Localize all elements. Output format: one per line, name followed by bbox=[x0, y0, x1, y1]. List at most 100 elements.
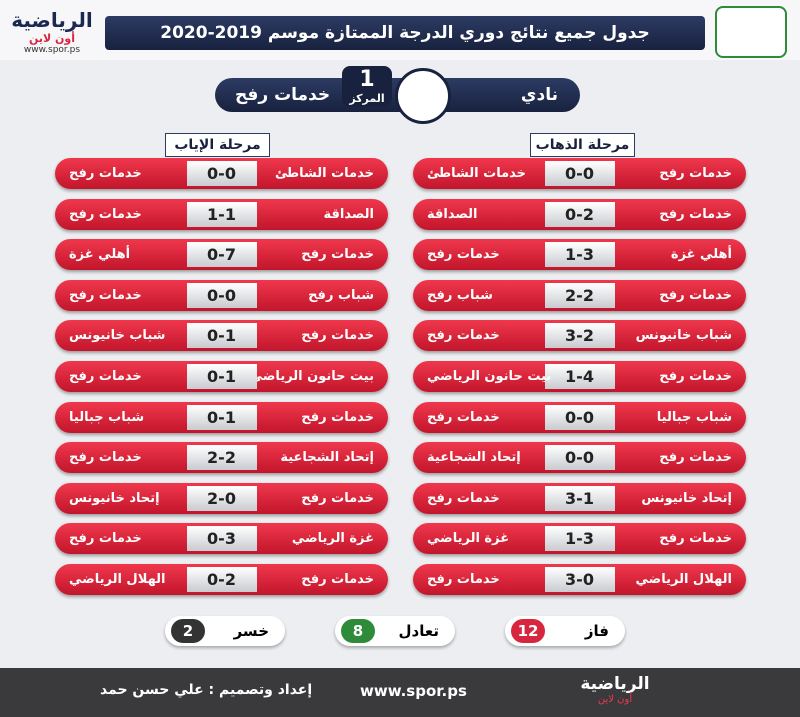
federation-logo bbox=[715, 6, 787, 58]
home-team: غزة الرياضي bbox=[291, 531, 374, 547]
summary-value: 2 bbox=[171, 619, 205, 643]
match-row: إتحاد الشجاعية 2-2 خدمات رفح bbox=[55, 442, 388, 474]
away-team: شباب خانيونس bbox=[69, 328, 166, 344]
score: 0-2 bbox=[544, 201, 615, 227]
away-team: الصداقة bbox=[427, 206, 478, 222]
away-team: بيت حانون الرياضي bbox=[427, 369, 552, 384]
home-team: خدمات رفح bbox=[301, 328, 374, 344]
match-row: خدمات الشاطئ 0-0 خدمات رفح bbox=[55, 158, 388, 189]
away-team: خدمات رفح bbox=[69, 369, 142, 384]
score: 2-2 bbox=[186, 445, 257, 471]
summary-label: فاز bbox=[584, 622, 609, 640]
footer-brand: الرياضية أون لاين bbox=[560, 674, 670, 705]
match-row: خدمات رفح 0-7 أهلي غزة bbox=[55, 239, 388, 271]
brand-logo: الرياضية أون لاين www.spor.ps bbox=[8, 8, 96, 55]
match-row: خدمات رفح 2-0 إتحاد خانيونس bbox=[55, 482, 388, 514]
score: 2-0 bbox=[186, 485, 257, 511]
home-team: بيت حانون الرياضي bbox=[249, 369, 374, 384]
match-row: الصداقة 1-1 خدمات رفح bbox=[55, 198, 388, 230]
match-row: أهلي غزة 1-3 خدمات رفح bbox=[413, 239, 746, 271]
score: 0-0 bbox=[544, 404, 615, 430]
away-team: خدمات رفح bbox=[427, 409, 500, 425]
home-team: خدمات رفح bbox=[659, 287, 732, 303]
match-row: خدمات رفح 2-2 شباب رفح bbox=[413, 279, 746, 311]
home-team: خدمات رفح bbox=[659, 166, 732, 181]
second-leg-title: مرحلة الإياب bbox=[165, 133, 270, 157]
home-team: خدمات رفح bbox=[301, 247, 374, 263]
away-team: خدمات رفح bbox=[69, 531, 142, 547]
score: 3-1 bbox=[544, 485, 615, 511]
header-title: جدول جميع نتائج دوري الدرجة الممتازة موس… bbox=[105, 16, 705, 50]
home-team: شباب رفح bbox=[308, 287, 374, 303]
score: 3-0 bbox=[544, 567, 615, 592]
score: 1-1 bbox=[186, 201, 257, 227]
score: 3-2 bbox=[544, 323, 615, 349]
score: 1-3 bbox=[544, 242, 615, 268]
brand-name: الرياضية bbox=[11, 8, 93, 32]
away-team: خدمات رفح bbox=[427, 572, 500, 587]
score: 0-3 bbox=[186, 526, 257, 552]
footer-brand-name: الرياضية bbox=[580, 674, 650, 694]
match-row: خدمات رفح 1-3 غزة الرياضي bbox=[413, 523, 746, 555]
away-team: شباب جباليا bbox=[69, 409, 145, 425]
away-team: خدمات رفح bbox=[69, 450, 142, 466]
home-team: خدمات رفح bbox=[659, 206, 732, 222]
match-row: بيت حانون الرياضي 0-1 خدمات رفح bbox=[55, 361, 388, 392]
home-team: خدمات رفح bbox=[659, 369, 732, 384]
away-team: خدمات رفح bbox=[427, 328, 500, 344]
score: 1-4 bbox=[544, 364, 615, 389]
home-team: شباب جباليا bbox=[656, 409, 732, 425]
summary-value: 8 bbox=[341, 619, 375, 643]
score: 0-0 bbox=[186, 282, 257, 308]
home-team: أهلي غزة bbox=[670, 247, 732, 263]
away-team: خدمات رفح bbox=[69, 166, 142, 181]
score: 0-1 bbox=[186, 364, 257, 389]
summary-label: تعادل bbox=[398, 622, 439, 640]
score: 0-1 bbox=[186, 323, 257, 349]
home-team: شباب خانيونس bbox=[635, 328, 732, 344]
match-row: خدمات رفح 1-4 بيت حانون الرياضي bbox=[413, 361, 746, 392]
away-team: خدمات الشاطئ bbox=[427, 166, 527, 181]
away-team: أهلي غزة bbox=[69, 247, 131, 263]
match-row: خدمات رفح 0-2 الصداقة bbox=[413, 198, 746, 230]
club-rank: 1 bbox=[359, 67, 375, 92]
away-team: إتحاد الشجاعية bbox=[427, 450, 521, 466]
brand-tagline: أون لاين bbox=[28, 32, 76, 45]
score: 0-0 bbox=[186, 161, 257, 186]
match-row: خدمات رفح 0-1 شباب خانيونس bbox=[55, 320, 388, 352]
away-team: غزة الرياضي bbox=[427, 531, 510, 547]
brand-url: www.spor.ps bbox=[23, 45, 81, 55]
home-team: خدمات رفح bbox=[659, 531, 732, 547]
match-row: شباب رفح 0-0 خدمات رفح bbox=[55, 279, 388, 311]
first-leg-title: مرحلة الذهاب bbox=[530, 133, 635, 157]
home-team: خدمات الشاطئ bbox=[274, 166, 374, 181]
club-logo bbox=[395, 68, 451, 124]
score: 2-2 bbox=[544, 282, 615, 308]
match-row: شباب خانيونس 3-2 خدمات رفح bbox=[413, 320, 746, 352]
match-row: خدمات رفح 0-2 الهلال الرياضي bbox=[55, 564, 388, 595]
score: 0-1 bbox=[186, 404, 257, 430]
score: 0-0 bbox=[544, 445, 615, 471]
home-team: الصداقة bbox=[323, 206, 374, 222]
summary-item: فاز 12 bbox=[505, 616, 625, 646]
home-team: الهلال الرياضي bbox=[635, 572, 733, 587]
home-team: إتحاد خانيونس bbox=[641, 490, 732, 506]
home-team: إتحاد الشجاعية bbox=[280, 450, 374, 466]
away-team: الهلال الرياضي bbox=[69, 572, 166, 587]
score: 0-0 bbox=[544, 161, 615, 186]
match-row: الهلال الرياضي 3-0 خدمات رفح bbox=[413, 564, 746, 595]
summary-item: تعادل 8 bbox=[335, 616, 455, 646]
home-team: خدمات رفح bbox=[301, 490, 374, 506]
home-team: خدمات رفح bbox=[301, 409, 374, 425]
match-row: خدمات رفح 0-0 إتحاد الشجاعية bbox=[413, 442, 746, 474]
rank-box: 1 المركز bbox=[342, 66, 392, 107]
summary-item: خسر 2 bbox=[165, 616, 285, 646]
summary-label: خسر bbox=[233, 622, 269, 640]
match-row: خدمات رفح 0-0 خدمات الشاطئ bbox=[413, 158, 746, 189]
score: 1-3 bbox=[544, 526, 615, 552]
footer-credit: إعداد وتصميم : علي حسن حمد bbox=[100, 682, 313, 698]
club-name: خدمات رفح bbox=[235, 85, 331, 105]
away-team: خدمات رفح bbox=[69, 287, 142, 303]
away-team: خدمات رفح bbox=[427, 247, 500, 263]
